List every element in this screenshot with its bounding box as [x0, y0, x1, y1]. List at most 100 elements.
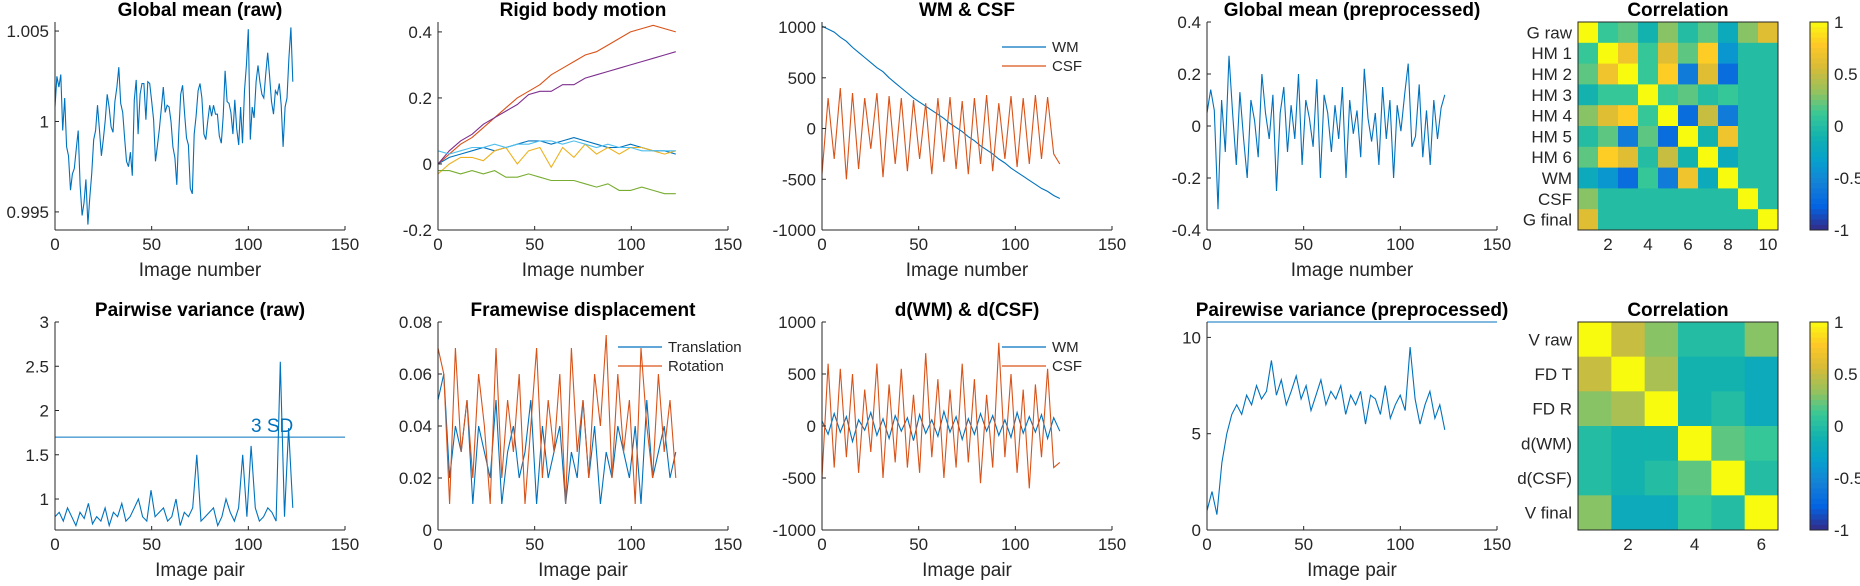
- heatmap-cell: [1611, 356, 1646, 392]
- colorbar-segment: [1810, 431, 1828, 437]
- colorbar-segment: [1810, 115, 1828, 122]
- x-tick-label: 50: [1294, 235, 1313, 254]
- row-label: G final: [1523, 211, 1572, 230]
- series-line-0: [54, 361, 294, 528]
- colorbar-segment: [1810, 172, 1828, 179]
- y-tick-label: 0: [423, 521, 432, 540]
- chart-title: WM & CSF: [919, 0, 1015, 21]
- row-label: HM 4: [1531, 107, 1572, 126]
- chart-title: d(WM) & d(CSF): [895, 300, 1040, 321]
- colorbar-segment: [1810, 146, 1828, 153]
- row-label: V final: [1525, 504, 1572, 523]
- colorbar-segment: [1810, 504, 1828, 510]
- y-tick-label: 1000: [778, 18, 816, 37]
- colorbar-tick-label: 0: [1834, 417, 1843, 436]
- legend-entry: WM: [1052, 339, 1079, 356]
- heatmap-cell: [1578, 167, 1599, 189]
- y-tick-label: -500: [782, 469, 816, 488]
- x-tick-label: 0: [433, 535, 442, 554]
- heatmap-cell: [1578, 105, 1599, 127]
- colorbar-segment: [1810, 110, 1828, 117]
- heatmap-cell: [1638, 105, 1659, 127]
- colorbar-segment: [1810, 322, 1828, 328]
- legend-entry: WM: [1052, 39, 1079, 56]
- heatmap-cell: [1611, 391, 1646, 427]
- heatmap-cell: [1658, 146, 1679, 169]
- heatmap-cell: [1738, 22, 1759, 44]
- colorbar-segment: [1810, 363, 1828, 370]
- x-tick-label: 6: [1757, 535, 1766, 554]
- chart-0: Global mean (raw) 0 50 100 150 0.995 1 1.005 Ima…: [6, 0, 359, 281]
- series-line-1: [821, 342, 1061, 489]
- heatmap-cell: [1758, 188, 1779, 210]
- heatmap-cell: [1658, 22, 1679, 44]
- colorbar-segment: [1810, 358, 1828, 365]
- colorbar-segment: [1810, 126, 1828, 132]
- colorbar-segment: [1810, 337, 1828, 344]
- row-label: HM 3: [1531, 86, 1572, 105]
- series-line-0: [1206, 346, 1446, 515]
- heatmap-cell: [1618, 42, 1639, 65]
- heatmap-cell: [1738, 42, 1759, 65]
- y-tick-label: -0.4: [1172, 221, 1201, 240]
- heatmap-cell: [1678, 356, 1712, 392]
- heatmap-cell: [1578, 495, 1612, 531]
- heatmap-cell: [1638, 63, 1659, 85]
- x-tick-label: 150: [714, 535, 742, 554]
- series-line-1: [437, 334, 677, 505]
- chart-9: Correlation V raw FD T FD R d(WM) d(CSF) V fin…: [1517, 300, 1860, 554]
- colorbar-segment: [1810, 483, 1828, 489]
- heatmap-cell: [1618, 209, 1639, 231]
- heatmap-cell: [1718, 105, 1739, 127]
- colorbar-segment: [1810, 224, 1828, 231]
- x-tick-label: 100: [1386, 235, 1414, 254]
- chart-4: Correlation G raw HM 1 HM 2 HM 3 HM 4HM 5 HM 6…: [1523, 0, 1860, 254]
- chart-title: Correlation: [1627, 300, 1728, 321]
- heatmap-cell: [1578, 209, 1599, 231]
- y-tick-label: 3: [40, 313, 49, 332]
- colorbar-tick-label: -0.5: [1834, 469, 1860, 488]
- series-line-4: [438, 170, 676, 195]
- x-tick-label: 150: [331, 535, 359, 554]
- chart-title: Rigid body motion: [500, 0, 667, 21]
- heatmap-cell: [1744, 495, 1779, 531]
- y-tick-label: -1000: [773, 521, 816, 540]
- heatmap-cell: [1658, 84, 1679, 106]
- x-tick-label: 150: [331, 235, 359, 254]
- y-tick-label: 5: [1192, 425, 1201, 444]
- heatmap-cell: [1578, 426, 1612, 462]
- heatmap-cell: [1618, 146, 1639, 169]
- heatmap-cell: [1678, 126, 1699, 148]
- heatmap-cell: [1598, 167, 1619, 189]
- heatmap-cell: [1738, 188, 1759, 210]
- heatmap-cell: [1658, 42, 1679, 65]
- heatmap-cell: [1678, 105, 1699, 127]
- heatmap-cell: [1578, 63, 1599, 85]
- colorbar-segment: [1810, 74, 1828, 80]
- heatmap-cell: [1738, 84, 1759, 106]
- heatmap-cell: [1638, 188, 1659, 210]
- heatmap-cell: [1744, 322, 1779, 358]
- heatmap-cell: [1611, 460, 1646, 496]
- y-tick-label: 0.04: [399, 417, 432, 436]
- heatmap-cell: [1718, 167, 1739, 189]
- colorbar-frame: [1809, 321, 1829, 531]
- colorbar-segment: [1810, 162, 1828, 169]
- heatmap-cell: [1744, 460, 1779, 496]
- heatmap-cell: [1718, 42, 1739, 65]
- heatmap-cell: [1638, 22, 1659, 44]
- y-tick-label: 0: [1192, 521, 1201, 540]
- x-tick-label: 0: [817, 535, 826, 554]
- heatmap-cell: [1678, 460, 1712, 496]
- heatmap-cell: [1678, 84, 1699, 106]
- colorbar-segment: [1810, 198, 1828, 205]
- y-tick-label: 500: [788, 69, 816, 88]
- x-tick-label: 100: [1001, 235, 1029, 254]
- colorbar-segment: [1810, 214, 1828, 221]
- y-tick-label: 0.4: [408, 23, 432, 42]
- heatmap-cell: [1718, 84, 1739, 106]
- heatmap-cell: [1678, 391, 1712, 427]
- heatmap-cell: [1738, 63, 1759, 85]
